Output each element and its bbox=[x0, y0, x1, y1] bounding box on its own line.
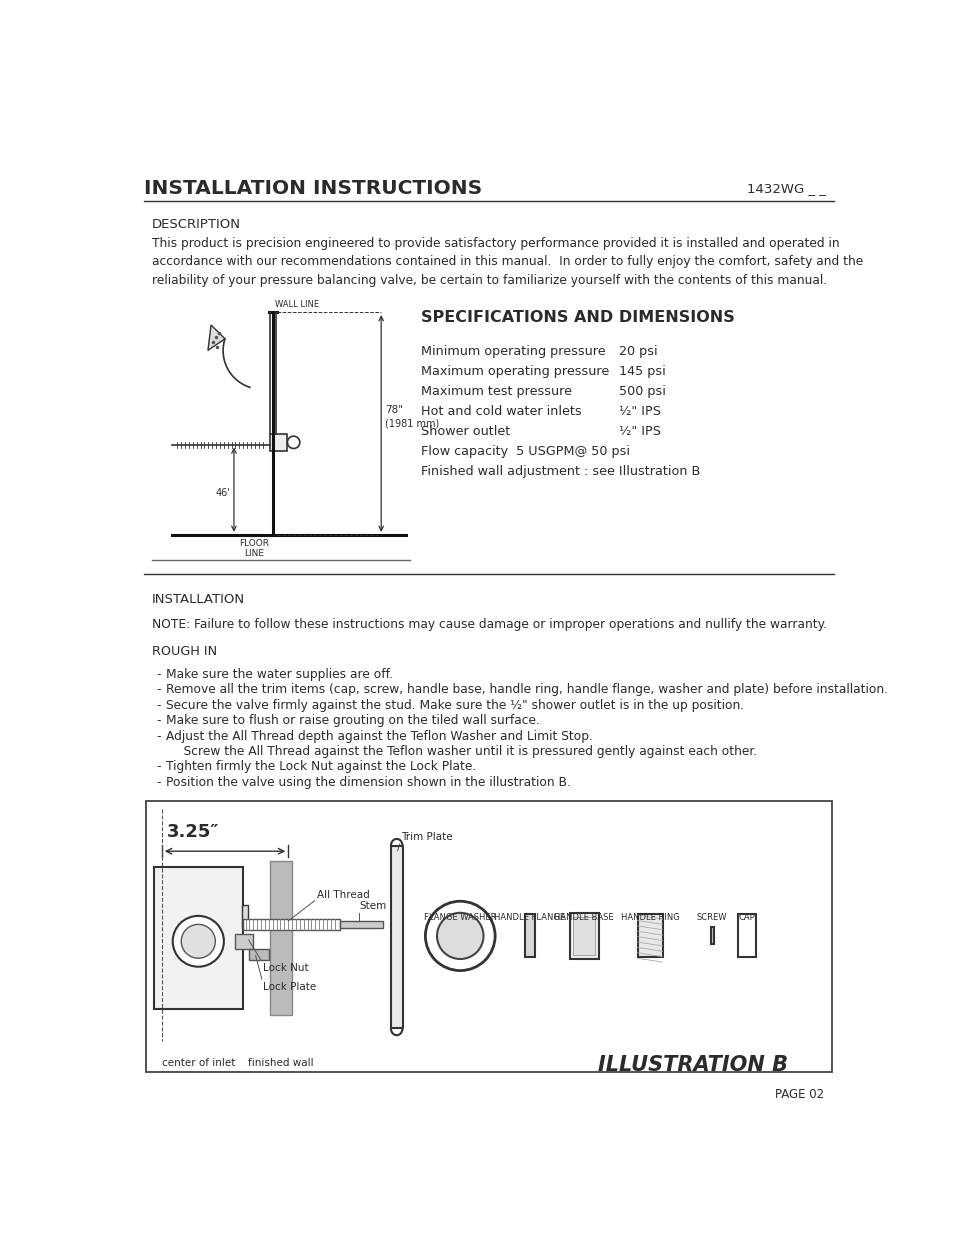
Text: HANDLE RING: HANDLE RING bbox=[620, 913, 679, 921]
Text: 78": 78" bbox=[385, 405, 403, 415]
Text: center of inlet: center of inlet bbox=[162, 1058, 235, 1068]
Text: FLANGE WASHER: FLANGE WASHER bbox=[423, 913, 496, 921]
Bar bbox=[235, 934, 253, 948]
Text: finished wall: finished wall bbox=[248, 1058, 314, 1068]
Text: -: - bbox=[156, 776, 161, 789]
Text: PAGE 02: PAGE 02 bbox=[775, 1088, 823, 1100]
Text: NOTE: Failure to follow these instructions may cause damage or improper operatio: NOTE: Failure to follow these instructio… bbox=[152, 618, 826, 631]
Text: Make sure to flush or raise grouting on the tiled wall surface.: Make sure to flush or raise grouting on … bbox=[166, 714, 539, 727]
Bar bbox=[249, 948, 269, 960]
Text: -: - bbox=[156, 761, 161, 773]
Text: HANDLE BASE: HANDLE BASE bbox=[554, 913, 614, 921]
Text: (1981 mm): (1981 mm) bbox=[385, 419, 439, 429]
Text: This product is precision engineered to provide satisfactory performance provide: This product is precision engineered to … bbox=[152, 237, 862, 287]
Text: 500 psi: 500 psi bbox=[618, 384, 665, 398]
Text: Trim Plate: Trim Plate bbox=[400, 832, 452, 842]
Text: HANDLE FLANGE: HANDLE FLANGE bbox=[494, 913, 565, 921]
Text: Adjust the All Thread depth against the Teflon Washer and Limit Stop.: Adjust the All Thread depth against the … bbox=[166, 730, 592, 742]
Text: Position the valve using the dimension shown in the illustration B.: Position the valve using the dimension s… bbox=[166, 776, 570, 789]
Text: Hot and cold water inlets: Hot and cold water inlets bbox=[421, 405, 581, 417]
Text: Lock Plate: Lock Plate bbox=[262, 982, 315, 992]
Bar bbox=[241, 905, 248, 929]
Text: INSTALLATION INSTRUCTIONS: INSTALLATION INSTRUCTIONS bbox=[144, 179, 482, 198]
Polygon shape bbox=[208, 325, 225, 351]
Bar bbox=[391, 846, 402, 1029]
Text: -: - bbox=[156, 699, 161, 711]
Text: 145 psi: 145 psi bbox=[618, 364, 665, 378]
Text: LINE: LINE bbox=[244, 548, 264, 557]
Text: Lock Nut: Lock Nut bbox=[262, 963, 308, 973]
Text: 46': 46' bbox=[215, 488, 230, 498]
Text: Maximum test pressure: Maximum test pressure bbox=[421, 384, 572, 398]
Bar bbox=[525, 914, 534, 957]
Text: 1432WG _ _: 1432WG _ _ bbox=[746, 182, 825, 195]
Bar bbox=[146, 802, 831, 1072]
Bar bbox=[637, 914, 661, 957]
Text: Flow capacity  5 USGPM@ 50 psi: Flow capacity 5 USGPM@ 50 psi bbox=[421, 445, 630, 458]
Circle shape bbox=[172, 916, 224, 967]
Text: SPECIFICATIONS AND DIMENSIONS: SPECIFICATIONS AND DIMENSIONS bbox=[421, 310, 735, 325]
Text: -: - bbox=[156, 668, 161, 680]
Text: Finished wall adjustment : see Illustration B: Finished wall adjustment : see Illustrat… bbox=[421, 464, 700, 478]
Bar bbox=[270, 433, 287, 451]
Text: WALL LINE: WALL LINE bbox=[274, 300, 319, 309]
Bar bbox=[243, 919, 340, 930]
Text: FLOOR: FLOOR bbox=[239, 540, 269, 548]
Text: SCREW: SCREW bbox=[696, 913, 726, 921]
Circle shape bbox=[181, 924, 215, 958]
Bar bbox=[154, 867, 243, 1009]
Text: 20 psi: 20 psi bbox=[618, 345, 657, 358]
Text: All Thread: All Thread bbox=[316, 889, 369, 900]
Text: ILLUSTRATION B: ILLUSTRATION B bbox=[598, 1055, 787, 1076]
Bar bbox=[710, 927, 714, 945]
Bar bbox=[573, 916, 595, 955]
Text: Tighten firmly the Lock Nut against the Lock Plate.: Tighten firmly the Lock Nut against the … bbox=[166, 761, 476, 773]
Text: Maximum operating pressure: Maximum operating pressure bbox=[421, 364, 609, 378]
Text: Secure the valve firmly against the stud. Make sure the ½" shower outlet is in t: Secure the valve firmly against the stud… bbox=[166, 699, 743, 711]
Text: Shower outlet: Shower outlet bbox=[421, 425, 510, 437]
Text: Remove all the trim items (cap, screw, handle base, handle ring, handle flange, : Remove all the trim items (cap, screw, h… bbox=[166, 683, 887, 697]
Text: ½" IPS: ½" IPS bbox=[618, 405, 660, 417]
Text: CAP: CAP bbox=[738, 913, 755, 921]
Circle shape bbox=[436, 913, 483, 960]
Text: Minimum operating pressure: Minimum operating pressure bbox=[421, 345, 605, 358]
Text: ROUGH IN: ROUGH IN bbox=[152, 645, 216, 658]
Circle shape bbox=[425, 902, 495, 971]
Text: -: - bbox=[156, 683, 161, 697]
Text: Screw the All Thread against the Teflon washer until it is pressured gently agai: Screw the All Thread against the Teflon … bbox=[172, 745, 757, 758]
Bar bbox=[738, 914, 755, 957]
Bar bbox=[340, 920, 382, 929]
Bar bbox=[270, 861, 292, 1015]
Text: -: - bbox=[156, 714, 161, 727]
Text: 3.25″: 3.25″ bbox=[167, 823, 219, 841]
Text: DESCRIPTION: DESCRIPTION bbox=[152, 217, 240, 231]
Text: Make sure the water supplies are off.: Make sure the water supplies are off. bbox=[166, 668, 393, 680]
Bar bbox=[569, 913, 598, 960]
Text: Stem: Stem bbox=[359, 902, 386, 911]
Circle shape bbox=[287, 436, 299, 448]
Text: INSTALLATION: INSTALLATION bbox=[152, 593, 245, 606]
Text: -: - bbox=[156, 730, 161, 742]
Text: ½" IPS: ½" IPS bbox=[618, 425, 660, 437]
